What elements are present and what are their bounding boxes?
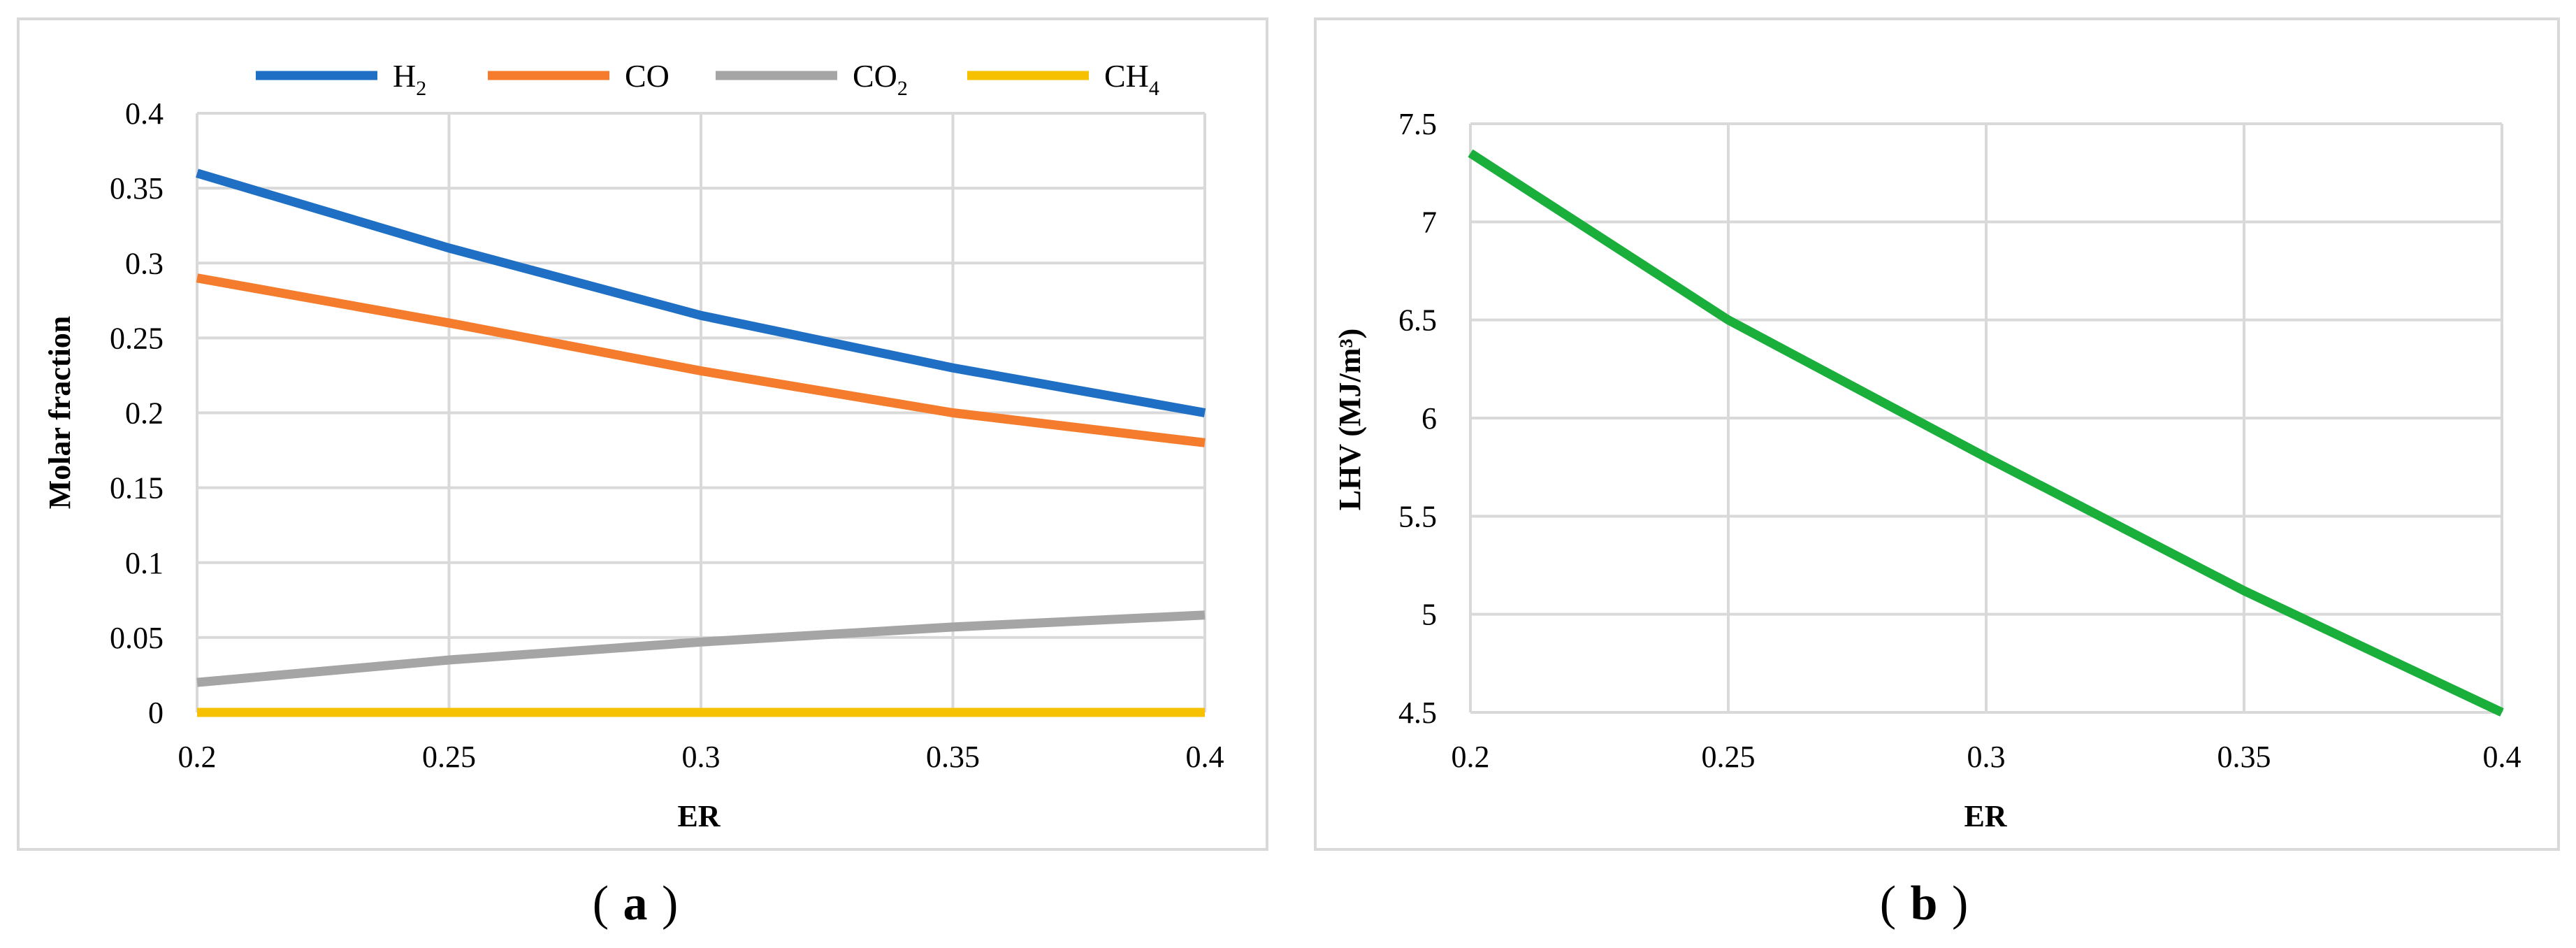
panel-b-y-tick-label: 5.5 [1398, 499, 1437, 533]
panel-a-series [196, 168, 1206, 717]
svg-text:): ) [1952, 877, 1968, 931]
caption-a-letter: a [623, 877, 648, 931]
panel-a-x-tick-label: 0.4 [1186, 740, 1224, 774]
panel-b-y-tick-label: 6 [1421, 401, 1437, 436]
svg-text:(: ( [1880, 877, 1896, 931]
panel-a-series-line-co2 [196, 610, 1206, 687]
legend-label-h2: H2 [393, 58, 426, 100]
legend-item-co2: CO2 [716, 58, 908, 100]
panel-b-x-tick-labels: 0.2 0.25 0.3 0.35 0.4 [1452, 740, 2521, 774]
panel-b: 4.5 5 5.5 6 6.5 7 7.5 0.2 0.25 0.3 0.35 0.4 ER LHV… [1314, 17, 2560, 851]
panel-b-y-tick-label: 4.5 [1398, 696, 1437, 730]
panel-a-y-axis-title: Molar fraction [43, 316, 77, 510]
panel-a-y-tick-label: 0.35 [110, 171, 164, 206]
panel-a-series-line-h2 [196, 168, 1206, 417]
panel-b-x-tick-label: 0.35 [2217, 740, 2271, 774]
legend-label-co: CO [625, 58, 670, 94]
panel-a-y-tick-labels: 0 0.05 0.1 0.15 0.2 0.25 0.3 0.35 0.4 [110, 96, 164, 730]
panel-a-y-tick-label: 0.2 [125, 396, 164, 431]
panel-b-series-line-lhv [1468, 149, 2504, 717]
svg-text:(: ( [593, 877, 609, 931]
legend-item-co: CO [488, 58, 670, 94]
panel-b-y-tick-label: 5 [1421, 598, 1437, 632]
panel-a-y-tick-label: 0 [148, 696, 164, 730]
panel-a-x-tick-label: 0.3 [682, 740, 721, 774]
panel-a-y-tick-label: 0.15 [110, 471, 164, 505]
panel-b-x-tick-label: 0.4 [2483, 740, 2521, 774]
panel-a-y-tick-label: 0.1 [125, 546, 164, 580]
panel-a-x-tick-label: 0.25 [422, 740, 476, 774]
legend-label-co2: CO2 [853, 58, 908, 100]
panel-b-x-tick-label: 0.2 [1452, 740, 1490, 774]
panel-a-y-tick-label: 0.05 [110, 621, 164, 655]
panel-b-x-tick-label: 0.25 [1702, 740, 1756, 774]
panel-a-legend: H2 CO CO2 CH4 [256, 58, 1159, 100]
caption-a: ( a ) [593, 877, 679, 931]
panel-a-x-tick-label: 0.2 [178, 740, 217, 774]
panel-a-x-tick-label: 0.35 [926, 740, 980, 774]
caption-b: ( b ) [1880, 877, 1969, 931]
legend-item-h2: H2 [256, 58, 426, 100]
panel-a-x-tick-labels: 0.2 0.25 0.3 0.35 0.4 [178, 740, 1224, 774]
panel-a-y-tick-label: 0.3 [125, 246, 164, 280]
panel-a-x-axis-title: ER [677, 799, 721, 833]
panel-b-y-axis-title: LHV (MJ/m³) [1333, 329, 1367, 510]
panel-b-x-axis-title: ER [1964, 799, 2007, 833]
panel-b-y-tick-label: 6.5 [1398, 303, 1437, 338]
panel-b-gridlines [1469, 122, 2503, 714]
legend-item-ch4: CH4 [967, 58, 1159, 100]
panel-a-series-line-co [196, 273, 1206, 447]
legend-label-ch4: CH4 [1104, 58, 1159, 100]
svg-text:): ) [662, 877, 678, 931]
panel-a: 0 0.05 0.1 0.15 0.2 0.25 0.3 0.35 0.4 0.2 0.25 0.3… [17, 17, 1268, 851]
panel-b-y-tick-label: 7.5 [1398, 107, 1437, 141]
panel-a-y-tick-label: 0.25 [110, 321, 164, 355]
panel-a-y-tick-label: 0.4 [125, 96, 164, 131]
panel-b-y-tick-label: 7 [1421, 205, 1437, 239]
panel-a-frame [17, 17, 1268, 851]
panel-b-y-tick-labels: 4.5 5 5.5 6 6.5 7 7.5 [1398, 107, 1437, 730]
panel-b-x-tick-label: 0.3 [1967, 740, 2006, 774]
panel-b-series [1468, 149, 2504, 717]
caption-b-letter: b [1911, 877, 1938, 931]
